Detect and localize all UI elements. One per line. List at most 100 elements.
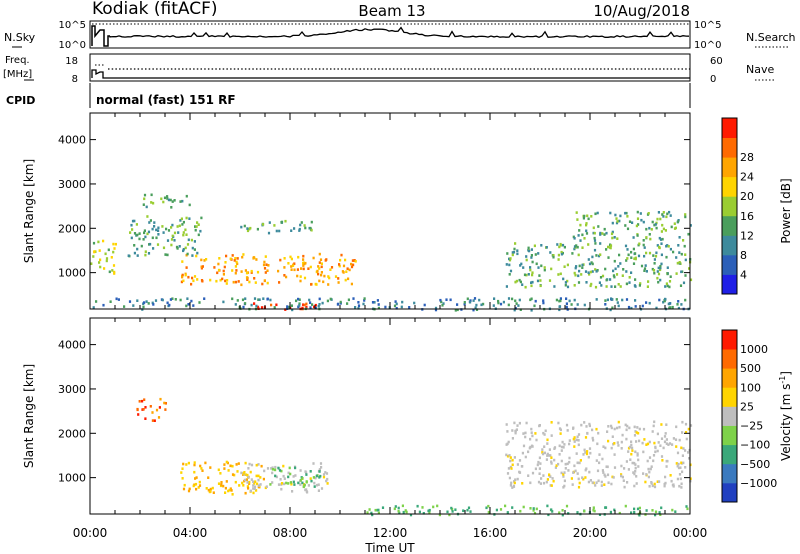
echo-cell (599, 233, 602, 236)
echo-cell (142, 408, 145, 411)
echo-cell (631, 446, 634, 450)
echo-cell (644, 264, 647, 267)
nave-label: Nave (746, 63, 774, 76)
echo-cell (601, 457, 604, 461)
echo-cell (622, 479, 625, 482)
echo-cell (252, 487, 255, 490)
echo-cell (223, 467, 226, 470)
echo-cell (560, 459, 563, 463)
echo-cell (508, 263, 511, 267)
echo-cell (580, 273, 583, 276)
echo-cell (616, 441, 619, 444)
echo-cell (535, 262, 538, 266)
echo-cell (587, 480, 590, 484)
echo-cell (174, 298, 177, 301)
echo-cell (623, 485, 626, 489)
echo-cell (552, 254, 555, 257)
echo-cell (142, 305, 145, 309)
echo-cell (537, 460, 540, 464)
echo-cell (482, 302, 485, 306)
echo-cell (194, 228, 197, 232)
echo-cell (652, 269, 656, 272)
echo-cell (255, 258, 258, 261)
echo-cell (298, 302, 301, 305)
echo-cell (262, 263, 266, 267)
echo-cell (635, 440, 638, 443)
echo-cell (422, 512, 425, 515)
echo-cell (680, 482, 683, 486)
echo-cell (657, 280, 660, 284)
echo-cell (127, 254, 130, 257)
velocity-colorbar-label-close: ] (779, 371, 793, 376)
echo-cell (473, 297, 477, 300)
echo-cell (622, 268, 625, 271)
echo-cell (508, 257, 511, 261)
echo-cell (225, 282, 228, 285)
echo-cell (194, 482, 198, 486)
echo-cell (143, 231, 146, 235)
echo-cell (290, 304, 293, 307)
echo-cell (634, 466, 637, 470)
echo-cell (661, 213, 664, 216)
echo-cell (95, 300, 98, 303)
echo-cell (684, 215, 687, 219)
echo-cell (530, 281, 533, 284)
echo-cell (309, 306, 312, 309)
echo-cell (131, 228, 134, 231)
echo-cell (171, 234, 174, 238)
echo-cell (301, 481, 304, 485)
echo-cell (105, 259, 108, 263)
echo-cell (273, 224, 276, 227)
echo-cell (558, 245, 561, 249)
echo-cell (446, 510, 449, 514)
echo-cell (624, 211, 627, 215)
echo-cell (149, 242, 152, 246)
echo-cell (280, 487, 283, 491)
echo-cell (405, 510, 408, 514)
echo-cell (630, 250, 633, 254)
echo-cell (315, 283, 318, 286)
echo-cell (230, 489, 233, 492)
echo-cell (302, 254, 305, 258)
echo-cell (193, 463, 196, 467)
echo-cell (178, 224, 181, 228)
colorbar-frame (721, 329, 738, 503)
echo-cell (665, 255, 668, 259)
echo-cell (660, 262, 663, 266)
echo-cell (266, 467, 270, 470)
echo-cell (296, 274, 299, 278)
echo-cell (238, 484, 241, 487)
echo-cell (524, 455, 527, 459)
echo-cell (521, 451, 524, 455)
echo-cell (578, 229, 581, 232)
echo-cell (685, 505, 688, 508)
echo-cell (665, 282, 668, 285)
echo-cell (165, 227, 168, 231)
echo-cell (512, 250, 516, 254)
colorbar-swatch (722, 196, 737, 217)
echo-cell (175, 245, 179, 249)
echo-cell (183, 483, 186, 487)
echo-cell (200, 216, 203, 220)
echo-cell (525, 255, 528, 258)
echo-cell (109, 300, 112, 303)
echo-cell (603, 473, 606, 477)
echo-cell (278, 469, 282, 472)
echo-cell (264, 271, 267, 274)
echo-cell (615, 298, 618, 301)
echo-cell (594, 268, 597, 271)
echo-cell (313, 481, 316, 485)
echo-cell (684, 213, 687, 216)
echo-cell (540, 244, 543, 247)
echo-cell (683, 244, 686, 248)
y-tick-label: 3000 (58, 383, 86, 396)
echo-cell (474, 306, 477, 310)
echo-cell (242, 472, 245, 475)
echo-cell (567, 512, 570, 515)
echo-cell (642, 427, 646, 431)
echo-cell (589, 479, 592, 482)
echo-cell (603, 233, 606, 236)
echo-cell (200, 266, 203, 270)
echo-cell (197, 223, 200, 226)
echo-cell (559, 242, 562, 246)
